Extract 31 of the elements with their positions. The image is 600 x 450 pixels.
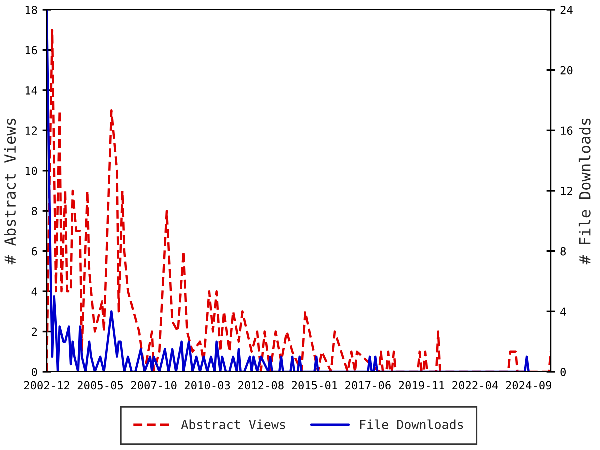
- y2-tick-label: 12: [561, 187, 572, 196]
- x-tick-label: 2007-10: [131, 381, 177, 390]
- x-tick-label: 2017-06: [346, 381, 391, 390]
- x-tick-label: 2015-01: [292, 381, 338, 390]
- x-tick-label: 2012-08: [238, 381, 284, 390]
- x-tick-label: 2002-12: [24, 381, 70, 390]
- x-tick-label: 2010-03: [184, 381, 230, 390]
- x-tick-label: 2024-09: [506, 381, 552, 390]
- y2-tick-label: 16: [561, 126, 573, 136]
- y2-tick-label: 20: [560, 66, 573, 75]
- y-tick-label: 16: [26, 46, 38, 55]
- y-tick-label: 14: [26, 86, 38, 95]
- x-tick-label: 2019-11: [399, 381, 444, 390]
- legend-label: File Downloads: [360, 420, 464, 430]
- legend-label: Abstract Views: [181, 420, 286, 430]
- y2-tick-label: 4: [560, 308, 566, 316]
- y-tick-label: 6: [32, 247, 38, 256]
- y-tick-label: 10: [26, 166, 38, 176]
- y-tick-label: 8: [32, 207, 38, 216]
- y-tick-label: 4: [32, 288, 38, 296]
- y2-axis-title: # File Downloads: [578, 118, 591, 265]
- y-tick-label: 0: [32, 368, 38, 376]
- x-tick-label: 2005-05: [78, 381, 124, 390]
- x-tick-label: 2022-04: [452, 381, 498, 390]
- y-tick-label: 12: [26, 126, 38, 135]
- y2-tick-label: 8: [560, 247, 566, 256]
- y-tick-label: 2: [32, 328, 38, 336]
- y2-tick-label: 24: [560, 6, 573, 14]
- y-axis-title: # Abstract Views: [4, 118, 16, 265]
- y-tick-label: 18: [26, 6, 38, 14]
- y2-tick-label: 0: [560, 368, 566, 376]
